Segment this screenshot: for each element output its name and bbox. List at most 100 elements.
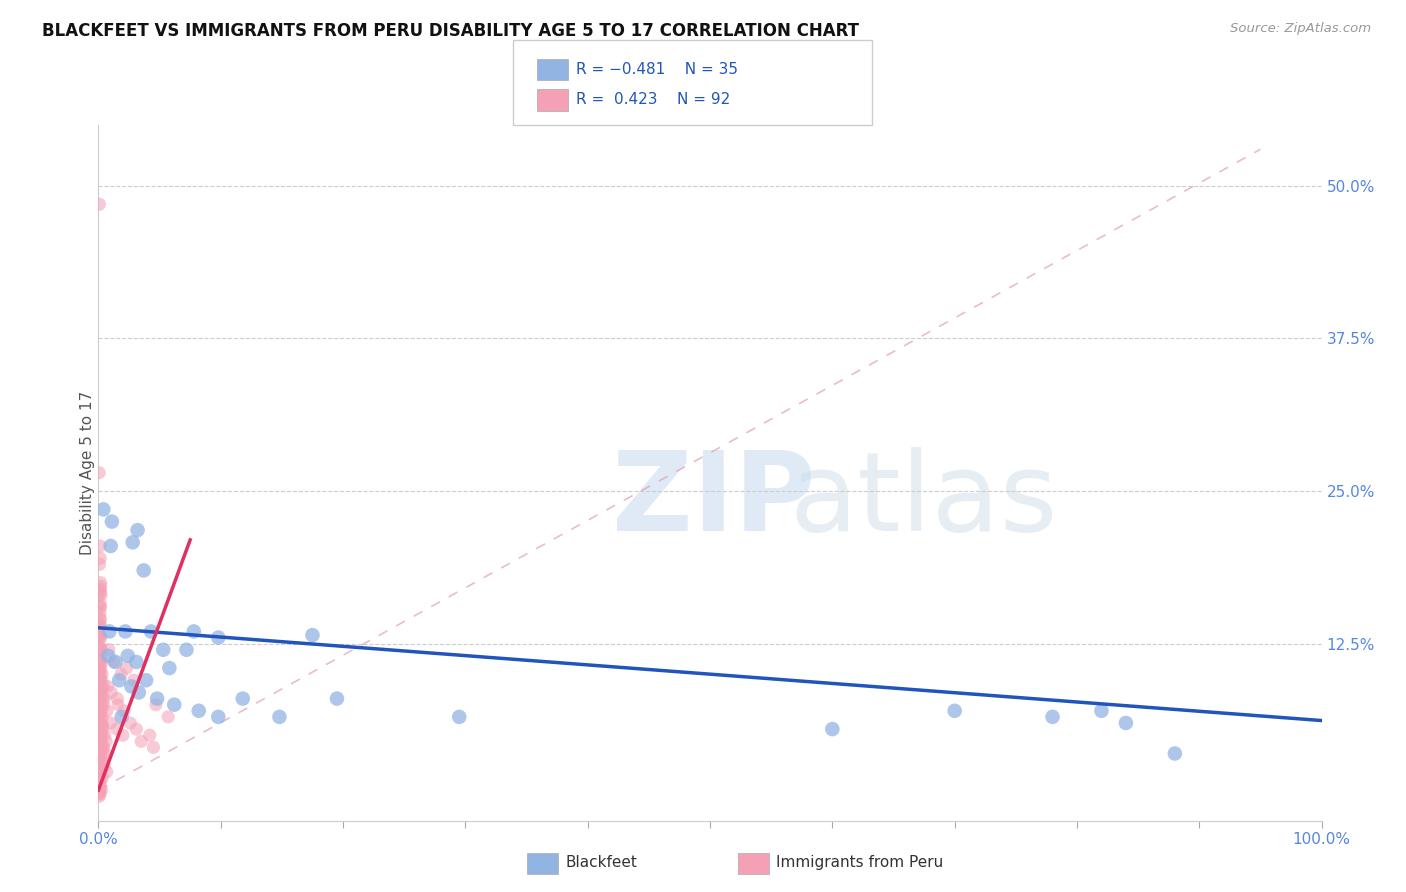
Point: [94, 728, 117, 742]
Point: [89, 771, 111, 785]
Point: [1042, 710, 1064, 724]
Point: [90, 753, 112, 767]
Point: [89, 582, 111, 596]
Point: [89, 718, 111, 732]
Point: [115, 661, 138, 675]
Point: [269, 710, 291, 724]
Point: [105, 691, 128, 706]
Point: [943, 704, 966, 718]
Point: [93, 740, 115, 755]
Point: [90, 661, 112, 675]
Point: [90, 600, 112, 615]
Point: [91, 502, 114, 516]
Point: [145, 698, 167, 712]
Point: [142, 740, 165, 755]
Point: [114, 624, 136, 639]
Point: [97, 642, 120, 657]
Point: [93, 758, 115, 772]
Point: [125, 722, 148, 736]
Point: [91, 728, 114, 742]
Point: [105, 722, 128, 736]
Point: [91, 738, 114, 752]
Point: [89, 584, 111, 599]
Point: [90, 588, 112, 602]
Point: [90, 701, 112, 715]
Point: [89, 783, 111, 797]
Point: [89, 774, 111, 789]
Point: [89, 780, 111, 794]
Point: [187, 704, 209, 718]
Point: [157, 710, 180, 724]
Point: [91, 718, 114, 732]
Point: [89, 764, 111, 779]
Point: [89, 789, 111, 804]
Point: [93, 698, 115, 712]
Point: [89, 642, 111, 657]
Point: [87, 725, 110, 739]
Point: [157, 661, 180, 675]
Point: [122, 673, 145, 688]
Point: [207, 710, 229, 724]
Point: [90, 612, 112, 626]
Point: [301, 628, 323, 642]
Point: [89, 640, 111, 655]
Point: [89, 551, 111, 566]
Point: [89, 673, 111, 688]
Point: [91, 691, 114, 706]
Point: [93, 691, 115, 706]
Point: [89, 689, 111, 703]
Point: [97, 648, 120, 663]
Point: [87, 670, 110, 684]
Point: [87, 753, 110, 767]
Point: [89, 640, 111, 655]
Point: [129, 734, 152, 748]
Point: [89, 681, 111, 696]
Point: [89, 466, 111, 480]
Point: [90, 642, 112, 657]
Point: [91, 667, 114, 681]
Point: [89, 738, 111, 752]
Point: [117, 648, 139, 663]
Point: [90, 763, 112, 777]
Point: [100, 539, 122, 553]
Point: [100, 685, 122, 699]
Point: [89, 665, 111, 679]
Point: [87, 628, 110, 642]
Point: [107, 698, 129, 712]
Y-axis label: Disability Age 5 to 17: Disability Age 5 to 17: [80, 391, 94, 555]
Point: [89, 596, 111, 610]
Text: R = −0.481    N = 35: R = −0.481 N = 35: [576, 62, 738, 77]
Point: [121, 535, 143, 549]
Point: [120, 679, 142, 693]
Point: [89, 763, 111, 777]
Text: Immigrants from Peru: Immigrants from Peru: [776, 855, 943, 870]
Point: [127, 523, 149, 537]
Point: [89, 701, 111, 715]
Text: ZIP: ZIP: [612, 447, 815, 554]
Point: [1090, 704, 1112, 718]
Point: [90, 743, 112, 757]
Point: [91, 722, 114, 736]
Point: [89, 787, 111, 801]
Point: [326, 691, 349, 706]
Point: [90, 783, 112, 797]
Point: [90, 716, 112, 731]
Point: [183, 624, 205, 639]
Point: [91, 681, 114, 696]
Point: [96, 764, 118, 779]
Point: [96, 704, 118, 718]
Point: [89, 539, 111, 553]
Point: [97, 679, 120, 693]
Point: [139, 728, 162, 742]
Point: [89, 755, 111, 769]
Point: [176, 642, 198, 657]
Point: [1164, 747, 1187, 761]
Point: [89, 197, 111, 211]
Point: [90, 631, 112, 645]
Point: [90, 652, 112, 666]
Point: [89, 558, 111, 572]
Point: [135, 673, 157, 688]
Point: [89, 655, 111, 669]
Point: [132, 563, 155, 577]
Point: [146, 691, 169, 706]
